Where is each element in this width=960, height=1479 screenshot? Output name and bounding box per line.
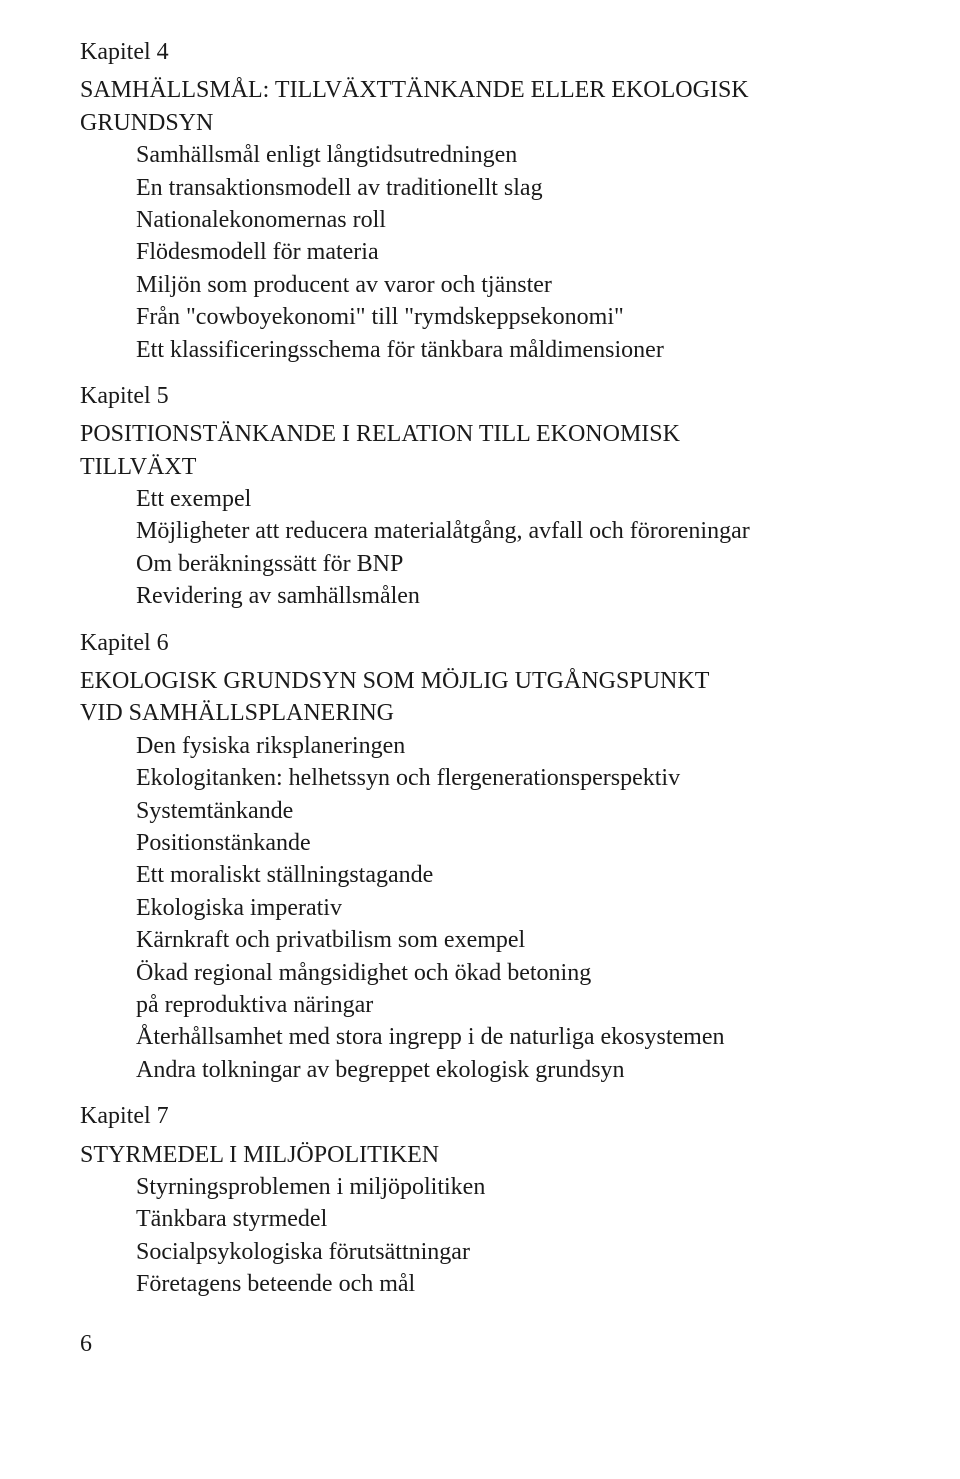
toc-entry: Ekologitanken: helhetssyn och flergenera… xyxy=(80,762,960,794)
toc-entry-label-line2: på reproduktiva näringar xyxy=(136,989,960,1021)
toc-entry-label: Återhållsamhet med stora ingrepp i de na… xyxy=(136,1021,960,1053)
chapter-title-line1: POSITIONSTÄNKANDE I RELATION TILL EKONOM… xyxy=(80,418,960,450)
toc-entry-label: Styrningsproblemen i miljöpolitiken xyxy=(136,1171,960,1203)
toc-entry-label: Möjligheter att reducera materialåtgång,… xyxy=(136,515,960,547)
toc-entry-label: Den fysiska riksplaneringen xyxy=(136,730,960,762)
toc-entry: Den fysiska riksplaneringen65 xyxy=(80,730,960,762)
toc-entry: Socialpsykologiska förutsättningar87 xyxy=(80,1236,960,1268)
chapter-title-row: GRUNDSYN42 xyxy=(80,107,960,139)
toc-entry-label: Samhällsmål enligt långtidsutredningen xyxy=(136,139,960,171)
chapter-label: Kapitel 5 xyxy=(80,380,960,412)
toc-entry: Ett exempel57 xyxy=(80,483,960,515)
toc-entry-label: En transaktionsmodell av traditionellt s… xyxy=(136,172,960,204)
table-of-contents: Kapitel 4 SAMHÄLLSMÅL: TILLVÄXTTÄNKANDE E… xyxy=(80,36,960,1300)
toc-entry: Miljön som producent av varor och tjänst… xyxy=(80,269,960,301)
toc-entry: En transaktionsmodell av traditionellt s… xyxy=(80,172,960,204)
chapter-title-row: VID SAMHÄLLSPLANERING65 xyxy=(80,697,960,729)
toc-entry-label: Socialpsykologiska förutsättningar xyxy=(136,1236,960,1268)
chapter-block: Kapitel 5 POSITIONSTÄNKANDE I RELATION TI… xyxy=(80,380,960,613)
toc-entry-label: Ekologitanken: helhetssyn och flergenera… xyxy=(136,762,960,794)
toc-entry: Flödesmodell för materia49 xyxy=(80,236,960,268)
toc-entry-label: Flödesmodell för materia xyxy=(136,236,960,268)
toc-entry-label: Ekologiska imperativ xyxy=(136,892,960,924)
chapter-label: Kapitel 7 xyxy=(80,1100,960,1132)
page-footer-number: 6 xyxy=(80,1328,960,1360)
chapter-block: Kapitel 6 EKOLOGISK GRUNDSYN SOM MÖJLIG U… xyxy=(80,627,960,1086)
chapter-title-line2: VID SAMHÄLLSPLANERING xyxy=(80,697,960,729)
toc-entry-label: Företagens beteende och mål xyxy=(136,1268,960,1300)
toc-entry: Positionstänkande71 xyxy=(80,827,960,859)
toc-entry: Återhållsamhet med stora ingrepp i de na… xyxy=(80,1021,960,1053)
chapter-title: STYRMEDEL I MILJÖPOLITIKEN xyxy=(80,1139,960,1171)
toc-entry-label: Från "cowboyekonomi" till "rymdskeppseko… xyxy=(136,301,960,333)
toc-entry: Företagens beteende och mål91 xyxy=(80,1268,960,1300)
chapter-title-line2: GRUNDSYN xyxy=(80,107,960,139)
chapter-block: Kapitel 7 STYRMEDEL I MILJÖPOLITIKEN83Sty… xyxy=(80,1100,960,1300)
toc-entry-label: Systemtänkande xyxy=(136,795,960,827)
toc-entry-label: Andra tolkningar av begreppet ekologisk … xyxy=(136,1054,960,1086)
toc-entry: Systemtänkande68 xyxy=(80,795,960,827)
toc-entry-label: Positionstänkande xyxy=(136,827,960,859)
toc-entry: Från "cowboyekonomi" till "rymdskeppseko… xyxy=(80,301,960,333)
toc-entry-label: Revidering av samhällsmålen xyxy=(136,580,960,612)
chapter-title-row: TILLVÄXT57 xyxy=(80,451,960,483)
toc-entry-label-line1: Ökad regional mångsidighet och ökad beto… xyxy=(136,957,960,989)
chapter-title-line1: SAMHÄLLSMÅL: TILLVÄXTTÄNKANDE ELLER EKOL… xyxy=(80,74,960,106)
toc-entry: Kärnkraft och privatbilism som exempel78 xyxy=(80,924,960,956)
toc-entry-label: Ett klassificeringsschema för tänkbara m… xyxy=(136,334,960,366)
toc-entry: Tänkbara styrmedel85 xyxy=(80,1203,960,1235)
toc-entry: Möjligheter att reducera materialåtgång,… xyxy=(80,515,960,547)
chapter-label: Kapitel 4 xyxy=(80,36,960,68)
chapter-label: Kapitel 6 xyxy=(80,627,960,659)
toc-entry-label: Ett exempel xyxy=(136,483,960,515)
toc-entry: Styrningsproblemen i miljöpolitiken84 xyxy=(80,1171,960,1203)
toc-entry: Om beräkningssätt för BNP61 xyxy=(80,548,960,580)
toc-entry: Samhällsmål enligt långtidsutredningen42 xyxy=(80,139,960,171)
chapter-title-row: STYRMEDEL I MILJÖPOLITIKEN83 xyxy=(80,1139,960,1171)
toc-entry: Ett moraliskt ställningstagande74 xyxy=(80,859,960,891)
toc-entry: Nationalekonomernas roll47 xyxy=(80,204,960,236)
toc-entry-label: Tänkbara styrmedel xyxy=(136,1203,960,1235)
toc-entry-label: Miljön som producent av varor och tjänst… xyxy=(136,269,960,301)
toc-entry-label: Kärnkraft och privatbilism som exempel xyxy=(136,924,960,956)
toc-entry: Ökad regional mångsidighet och ökad beto… xyxy=(80,957,960,1022)
toc-entry: Andra tolkningar av begreppet ekologisk … xyxy=(80,1054,960,1086)
toc-entry: Ekologiska imperativ76 xyxy=(80,892,960,924)
toc-entry-label: Ett moraliskt ställningstagande xyxy=(136,859,960,891)
chapter-title-line1: EKOLOGISK GRUNDSYN SOM MÖJLIG UTGÅNGSPUN… xyxy=(80,665,960,697)
chapter-block: Kapitel 4 SAMHÄLLSMÅL: TILLVÄXTTÄNKANDE E… xyxy=(80,36,960,366)
toc-entry-label: Om beräkningssätt för BNP xyxy=(136,548,960,580)
chapter-title-line2: TILLVÄXT xyxy=(80,451,960,483)
toc-entry-label: Nationalekonomernas roll xyxy=(136,204,960,236)
toc-entry: Ett klassificeringsschema för tänkbara m… xyxy=(80,334,960,366)
toc-entry: Revidering av samhällsmålen63 xyxy=(80,580,960,612)
